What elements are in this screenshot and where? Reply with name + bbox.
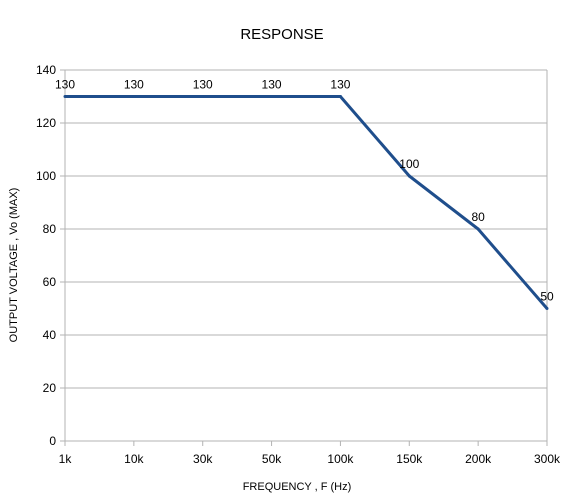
data-label: 130: [55, 78, 75, 92]
x-tick-label: 1k: [59, 452, 73, 466]
x-tick-label: 150k: [396, 452, 423, 466]
y-axis-ticks: 0 20 40 60 80 100 120 140: [36, 63, 65, 448]
x-tick-label: 300k: [534, 452, 561, 466]
data-point: [476, 227, 480, 231]
y-tick-label: 0: [49, 434, 56, 448]
y-tick-label: 40: [43, 328, 57, 342]
x-tick-label: 30k: [193, 452, 213, 466]
y-tick-label: 100: [36, 169, 56, 183]
data-point: [201, 95, 205, 98]
x-tick-label: 200k: [465, 452, 492, 466]
y-tick-label: 140: [36, 63, 56, 77]
y-axis-label: OUTPUT VOLTAGE , Vo (MAX): [8, 188, 20, 343]
data-label: 130: [330, 78, 350, 92]
data-label: 130: [124, 78, 144, 92]
chart-title: RESPONSE: [240, 26, 323, 43]
axes: [64, 69, 548, 442]
y-tick-label: 80: [43, 222, 57, 236]
data-label: 50: [540, 290, 554, 304]
x-tick-label: 50k: [262, 452, 282, 466]
x-axis-ticks: 1k 10k 30k 50k 100k 150k 200k 300k: [59, 441, 561, 466]
x-tick-label: 100k: [327, 452, 354, 466]
y-tick-label: 20: [43, 381, 57, 395]
data-labels: 130 130 130 130 130 100 80 50: [55, 78, 554, 304]
data-point: [63, 95, 67, 98]
data-label: 80: [471, 210, 485, 224]
x-tick-label: 10k: [124, 452, 144, 466]
series-line: [65, 95, 549, 310]
data-point: [270, 95, 274, 98]
data-point: [545, 307, 549, 310]
data-point: [407, 174, 411, 178]
y-tick-label: 60: [43, 275, 57, 289]
data-point: [132, 95, 136, 98]
data-label: 130: [193, 78, 213, 92]
y-tick-label: 120: [36, 116, 56, 130]
x-axis-label: FREQUENCY , F (Hz): [243, 481, 352, 493]
data-label: 130: [262, 78, 282, 92]
data-label: 100: [399, 157, 419, 171]
gridlines: [65, 69, 547, 389]
series-group: [63, 95, 549, 310]
data-point: [338, 95, 342, 98]
